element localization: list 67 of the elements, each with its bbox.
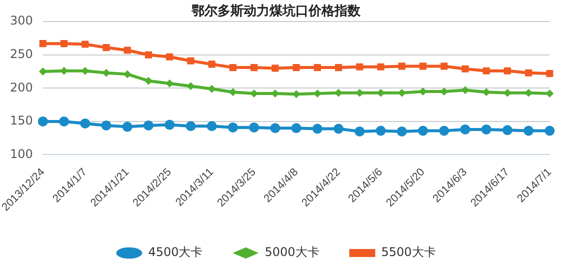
point bbox=[270, 123, 280, 134]
point bbox=[228, 122, 238, 132]
point bbox=[418, 126, 428, 136]
y-tick-label: 150 bbox=[10, 114, 33, 128]
point bbox=[524, 126, 534, 136]
point bbox=[187, 57, 194, 64]
point bbox=[462, 65, 469, 72]
legend-label: 5500大卡 bbox=[381, 245, 436, 260]
point bbox=[377, 63, 384, 70]
point bbox=[229, 64, 236, 72]
point bbox=[38, 116, 48, 126]
point bbox=[144, 76, 152, 85]
point bbox=[250, 64, 258, 72]
point bbox=[398, 62, 406, 70]
point bbox=[419, 62, 427, 70]
point bbox=[544, 126, 555, 136]
point bbox=[481, 124, 492, 134]
point bbox=[122, 122, 132, 132]
chart-title: 鄂尔多斯动力煤坑口价格指数 bbox=[192, 3, 362, 20]
point bbox=[38, 68, 47, 76]
y-tick-label: 200 bbox=[10, 80, 33, 94]
point bbox=[249, 122, 260, 132]
point bbox=[291, 123, 302, 134]
point bbox=[354, 126, 365, 136]
point bbox=[439, 126, 450, 136]
point bbox=[186, 121, 196, 132]
point bbox=[123, 70, 132, 78]
y-tick-label: 300 bbox=[10, 14, 33, 28]
point bbox=[334, 64, 342, 72]
point bbox=[208, 60, 216, 68]
point bbox=[144, 51, 152, 58]
point bbox=[206, 121, 217, 132]
y-tick-label: 100 bbox=[10, 146, 33, 161]
point bbox=[102, 68, 110, 77]
point bbox=[525, 69, 532, 76]
point bbox=[546, 89, 554, 98]
legend-label: 5000大卡 bbox=[264, 245, 320, 260]
point bbox=[292, 64, 300, 72]
point bbox=[482, 67, 490, 74]
point bbox=[59, 116, 70, 126]
point bbox=[334, 124, 344, 134]
point bbox=[81, 66, 90, 75]
point bbox=[82, 40, 89, 48]
point bbox=[124, 46, 131, 54]
point bbox=[504, 67, 511, 74]
point bbox=[164, 120, 175, 130]
point bbox=[39, 40, 46, 48]
point bbox=[356, 63, 364, 70]
point bbox=[546, 70, 554, 78]
point bbox=[143, 120, 154, 130]
point bbox=[166, 53, 174, 60]
point bbox=[312, 124, 322, 134]
point bbox=[396, 126, 407, 136]
point bbox=[60, 40, 68, 48]
point bbox=[502, 125, 512, 136]
y-tick-label: 250 bbox=[10, 47, 33, 62]
legend-label: 4500大卡 bbox=[148, 245, 203, 260]
point bbox=[272, 64, 279, 72]
point bbox=[440, 62, 448, 70]
point bbox=[80, 118, 90, 128]
point bbox=[101, 120, 112, 130]
point bbox=[228, 88, 237, 96]
point bbox=[102, 44, 110, 52]
point bbox=[482, 88, 490, 96]
point bbox=[460, 124, 470, 134]
point bbox=[314, 64, 321, 72]
point bbox=[376, 126, 386, 136]
